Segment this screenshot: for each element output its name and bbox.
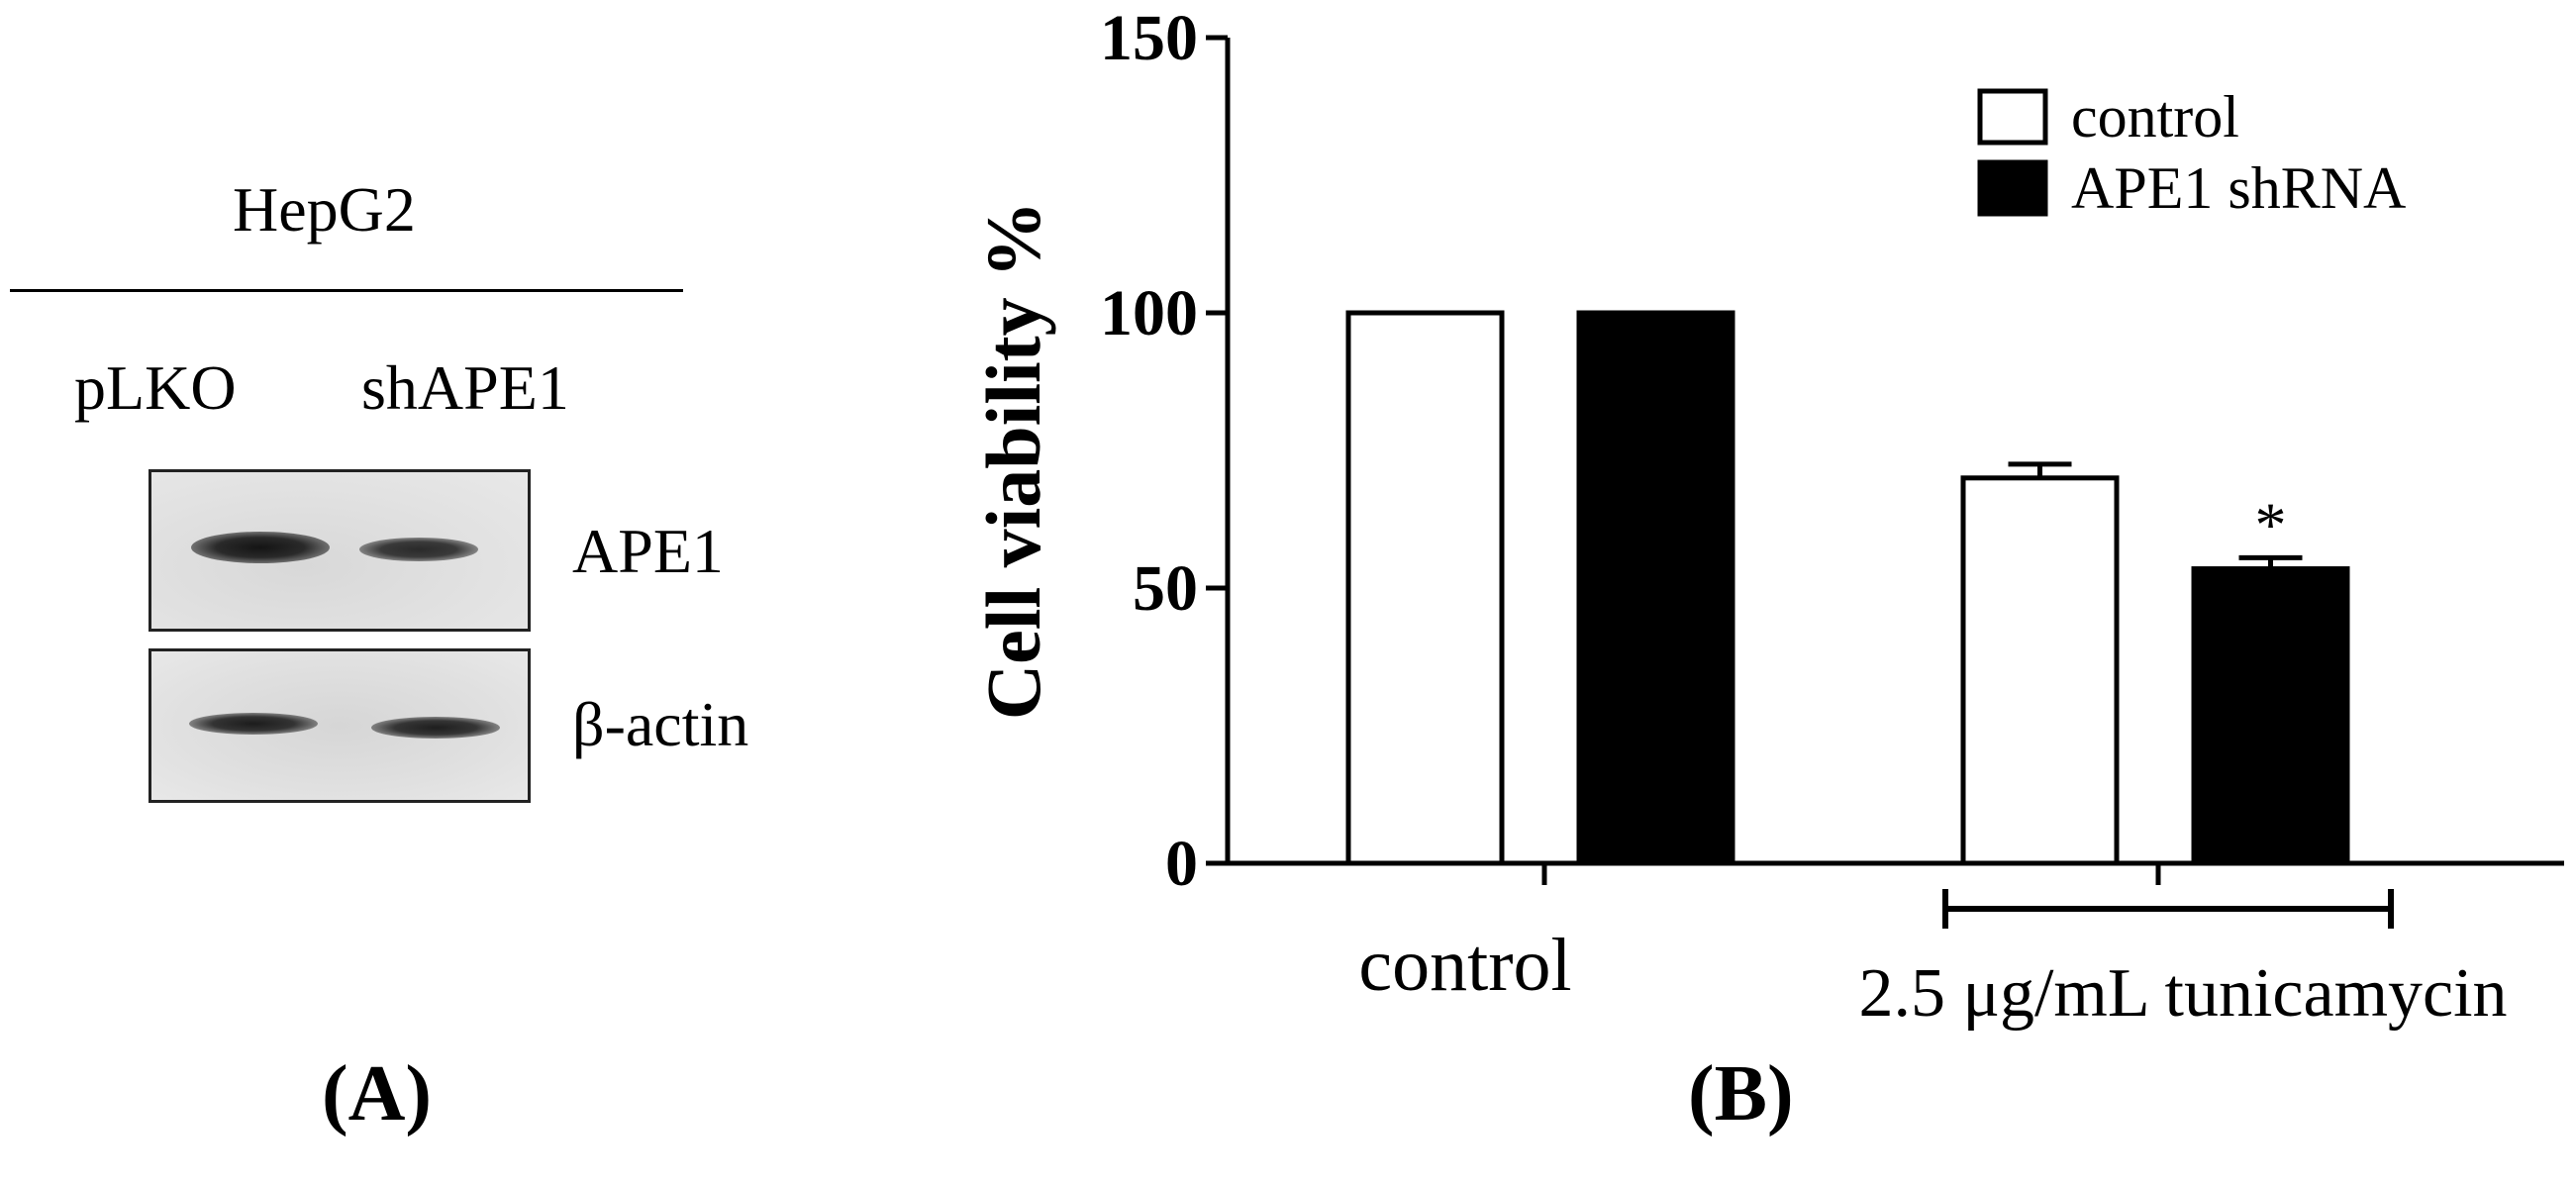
x-axis: control 2.5 μg/mL tunicamycin (1228, 860, 2564, 1032)
blot-beta-actin (149, 648, 531, 803)
legend-label-control: control (2071, 84, 2239, 149)
y-tick-label: 150 (1100, 2, 1198, 74)
y-axis: 0 50 100 150 Cell viability % (970, 2, 1231, 900)
band-actin-shape1 (371, 717, 500, 739)
blot-ape1 (149, 469, 531, 632)
x-label-tunicamycin: 2.5 μg/mL tunicamycin (1858, 955, 2507, 1032)
blot-label-ape1: APE1 (572, 516, 724, 586)
lane-label-shape1: shAPE1 (361, 352, 569, 423)
y-axis-label: Cell viability % (970, 201, 1056, 720)
bar-control-ape1-shrna (1576, 310, 1735, 866)
band-ape1-plko (191, 532, 330, 563)
y-tick-label: 50 (1133, 552, 1198, 625)
significance-star: * (2255, 489, 2287, 559)
legend-label-ape1-shrna: APE1 shRNA (2071, 155, 2406, 221)
band-ape1-shape1 (359, 538, 478, 561)
x-label-control: control (1358, 924, 1571, 1007)
y-tick-label: 0 (1165, 828, 1198, 900)
legend-swatch-ape1-shrna (1977, 159, 2048, 217)
lane-label-plko: pLKO (74, 352, 237, 423)
bar-tunicamycin-ape1-shrna (2191, 566, 2350, 866)
band-actin-plko (189, 713, 318, 735)
panel-label-a: (A) (322, 1050, 433, 1137)
cell-line-divider (10, 289, 683, 292)
panel-label-b: (B) (1688, 1050, 1794, 1137)
bar-tunicamycin-control (1960, 475, 2120, 866)
bars: * (1345, 310, 2350, 866)
y-tick-label: 100 (1100, 277, 1198, 349)
bar-control-control (1345, 310, 1505, 866)
blot-label-beta-actin: β-actin (572, 689, 749, 759)
legend-swatch-control (1977, 88, 2048, 146)
cell-line-label: HepG2 (233, 174, 416, 245)
